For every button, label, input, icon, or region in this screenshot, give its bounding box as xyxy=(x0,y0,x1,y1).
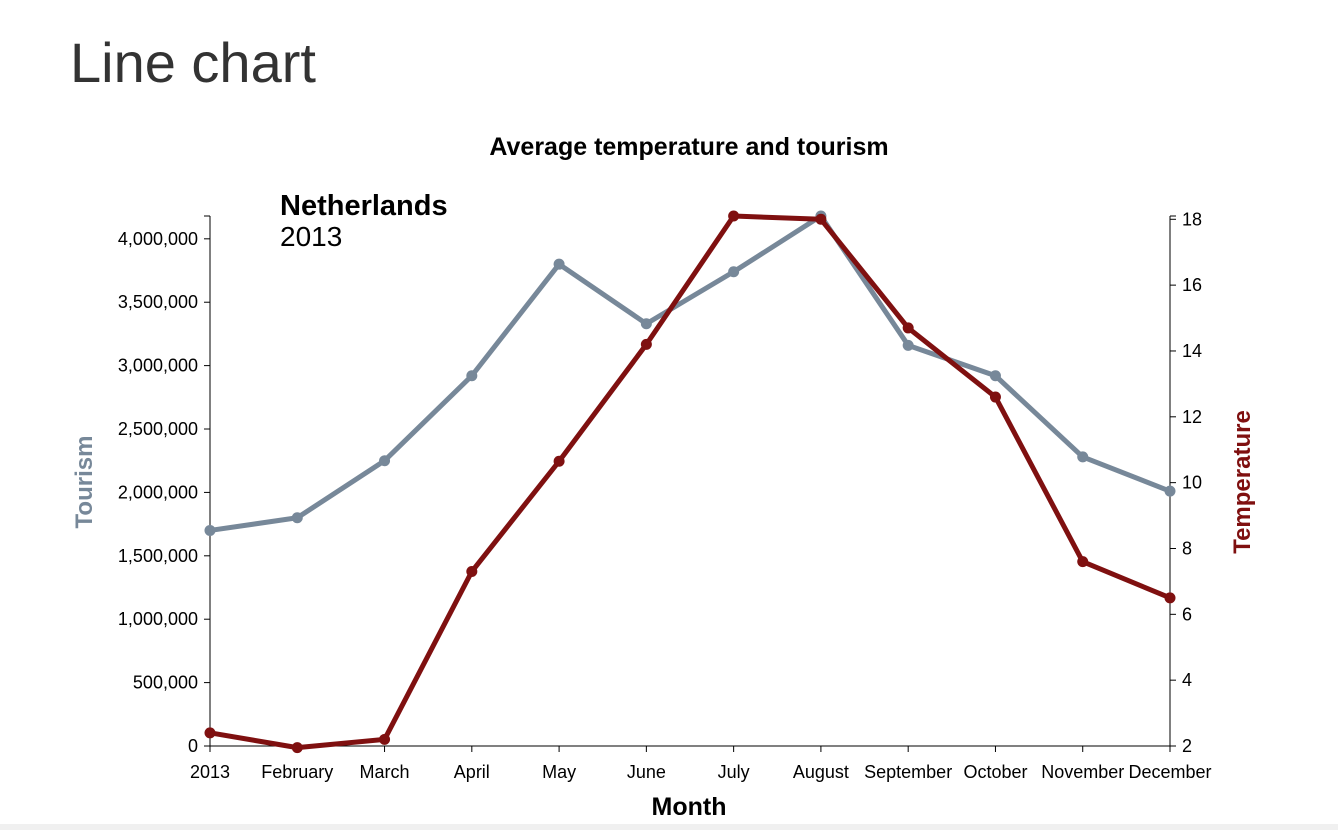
x-tick-label: June xyxy=(627,762,666,782)
chart-title: Average temperature and tourism xyxy=(489,133,888,161)
tourism-point xyxy=(553,258,565,270)
x-tick-label: March xyxy=(360,762,410,782)
tourism-point xyxy=(379,455,391,467)
temperature-point xyxy=(902,322,914,334)
right-tick-label: 8 xyxy=(1182,538,1192,558)
right-tick-label: 6 xyxy=(1182,604,1192,624)
x-axis-label: Month xyxy=(652,793,727,821)
right-y-axis: 2 4 6 8 10 12 14 16 18 xyxy=(1169,209,1202,756)
x-tick-label: December xyxy=(1128,762,1211,782)
annotation-year: 2013 xyxy=(280,221,342,252)
x-tick-label: July xyxy=(718,762,750,782)
left-tick-label: 3,500,000 xyxy=(118,292,198,312)
temperature-point xyxy=(204,727,216,739)
x-tick-label: November xyxy=(1041,762,1124,782)
tourism-point xyxy=(291,512,303,524)
tourism-point xyxy=(989,370,1001,382)
page-heading: Line chart xyxy=(70,31,316,94)
x-tick-label: May xyxy=(542,762,576,782)
right-tick-label: 4 xyxy=(1182,670,1192,690)
temperature-point xyxy=(466,566,478,578)
x-tick-label: August xyxy=(793,762,849,782)
tourism-point xyxy=(902,339,914,351)
left-tick-label: 3,000,000 xyxy=(118,356,198,376)
tourism-point xyxy=(466,370,478,382)
left-tick-label: 2,000,000 xyxy=(118,482,198,502)
x-axis: 2013 February March April May June July August S… xyxy=(190,740,1212,782)
tourism-point xyxy=(640,318,652,330)
left-axis-label: Tourism xyxy=(71,436,98,529)
right-tick-label: 16 xyxy=(1182,275,1202,295)
left-tick-label: 1,000,000 xyxy=(118,609,198,629)
tourism-line xyxy=(207,213,1173,533)
right-tick-label: 12 xyxy=(1182,407,1202,427)
right-tick-label: 10 xyxy=(1182,473,1202,493)
temperature-point xyxy=(553,455,565,467)
temperature-point xyxy=(989,391,1001,403)
temperature-point xyxy=(728,210,740,222)
left-tick-label: 2,500,000 xyxy=(118,419,198,439)
temperature-point xyxy=(379,733,391,745)
tourism-point xyxy=(1077,451,1089,463)
left-tick-label: 1,500,000 xyxy=(118,546,198,566)
temperature-point xyxy=(291,742,303,754)
tourism-point xyxy=(204,524,216,536)
annotation-country: Netherlands xyxy=(280,190,448,222)
x-tick-label: October xyxy=(963,762,1027,782)
temperature-point xyxy=(815,213,827,225)
x-tick-label: February xyxy=(261,762,333,782)
temperature-point xyxy=(1077,556,1089,568)
right-tick-label: 18 xyxy=(1182,209,1202,229)
right-tick-label: 2 xyxy=(1182,736,1192,756)
temperature-line xyxy=(207,213,1173,751)
left-tick-label: 500,000 xyxy=(133,673,198,693)
tourism-point xyxy=(1164,485,1176,497)
x-tick-label: 2013 xyxy=(190,762,230,782)
x-tick-label: April xyxy=(454,762,490,782)
temperature-point xyxy=(1164,592,1176,604)
right-tick-label: 14 xyxy=(1182,341,1202,361)
series-layer xyxy=(204,210,1176,754)
temperature-point xyxy=(640,338,652,350)
bottom-strip xyxy=(0,824,1338,830)
left-tick-label: 0 xyxy=(188,736,198,756)
right-axis-label: Temperature xyxy=(1229,410,1256,554)
x-tick-label: September xyxy=(864,762,952,782)
left-y-axis: 0 500,000 1,000,000 1,500,000 2,000,000 2,500… xyxy=(118,215,211,756)
left-tick-label: 4,000,000 xyxy=(118,229,198,249)
tourism-point xyxy=(728,266,740,278)
